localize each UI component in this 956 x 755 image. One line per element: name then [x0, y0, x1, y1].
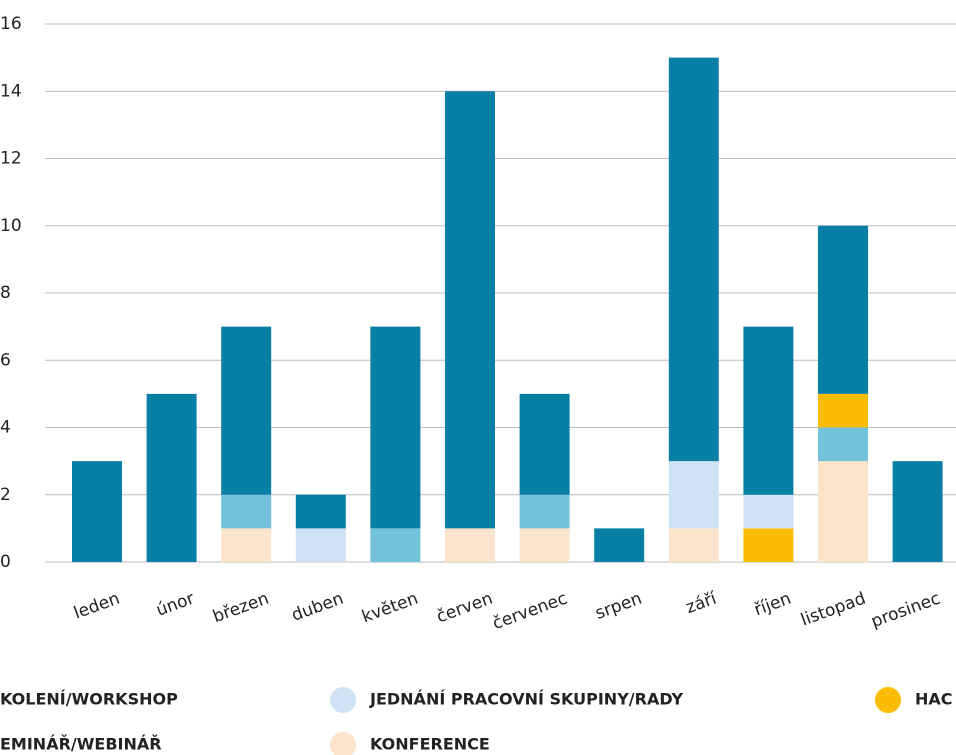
bar-segment	[221, 326, 272, 495]
y-tick-label: 14	[0, 81, 22, 101]
x-tick-label: červenec	[490, 589, 570, 634]
bar-segment	[818, 225, 868, 394]
bar-segment	[72, 461, 122, 562]
x-tick-label: únor	[154, 589, 197, 621]
bar-segment	[519, 393, 570, 495]
y-tick-label: 6	[0, 350, 11, 370]
y-tick-label: 12	[0, 149, 22, 169]
x-tick-label: září	[683, 588, 720, 618]
bar-segment	[445, 91, 495, 529]
bar-segment	[594, 528, 645, 562]
legend-label: HAC	[915, 690, 953, 709]
bar-segment	[818, 427, 868, 462]
bar-segment	[818, 393, 868, 428]
legend-marker	[875, 687, 901, 713]
x-tick-label: červen	[434, 589, 495, 628]
x-tick-label: květen	[359, 589, 421, 628]
legend-label: EMINÁŘ/WEBINÁŘ	[0, 735, 162, 754]
legend-label: JEDNÁNÍ PRACOVNÍ SKUPINY/RADY	[369, 690, 683, 709]
bar-segment	[743, 326, 794, 495]
x-tick-label: březen	[210, 589, 271, 628]
y-tick-label: 16	[0, 14, 22, 34]
bar-segment	[221, 528, 272, 562]
bar-segment	[818, 461, 868, 562]
y-tick-label: 10	[0, 216, 22, 236]
x-tick-label: říjen	[752, 589, 794, 621]
bar-segment	[668, 57, 719, 462]
x-tick-label: duben	[289, 589, 346, 626]
x-tick-label: srpen	[593, 589, 645, 624]
bar-segment	[295, 494, 346, 529]
legend-label: KOLENÍ/WORKSHOP	[0, 690, 178, 709]
bar-segment	[370, 326, 421, 529]
legend-label: KONFERENCE	[370, 735, 490, 754]
bar-segment	[519, 494, 570, 529]
bar-segment	[519, 528, 570, 562]
legend-marker	[330, 732, 356, 755]
bar-segment	[445, 528, 495, 562]
bar-segment	[743, 494, 794, 529]
x-tick-label: prosinec	[869, 589, 943, 632]
x-tick-label: listopad	[798, 589, 868, 631]
y-tick-label: 2	[0, 485, 11, 505]
y-tick-label: 8	[0, 283, 11, 303]
bar-segment	[146, 393, 197, 562]
bar-segment	[295, 528, 346, 562]
bar-segment	[668, 461, 719, 529]
x-tick-label: leden	[71, 589, 122, 624]
y-tick-label: 0	[0, 552, 11, 572]
bar-segment	[370, 528, 421, 562]
y-tick-label: 4	[0, 418, 11, 438]
bar-segment	[668, 528, 719, 562]
bar-segment	[743, 528, 794, 562]
bar-segment	[221, 494, 272, 529]
bar-segment	[892, 461, 943, 562]
legend-marker	[330, 687, 356, 713]
